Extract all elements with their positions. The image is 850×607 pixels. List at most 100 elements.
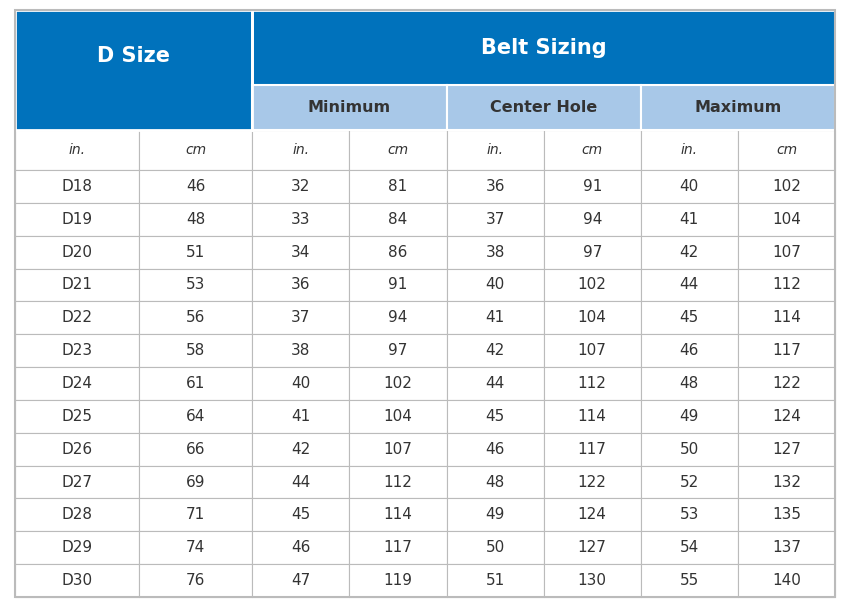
Text: 132: 132 [772, 475, 801, 489]
Text: 49: 49 [680, 409, 699, 424]
Text: 127: 127 [578, 540, 607, 555]
Text: 86: 86 [388, 245, 408, 260]
Text: 40: 40 [485, 277, 505, 293]
Bar [139, 170, 252, 203]
Bar [15, 433, 139, 466]
Bar [738, 367, 835, 400]
Text: 84: 84 [388, 212, 408, 227]
Bar [15, 564, 139, 597]
Bar [252, 268, 349, 302]
Bar [349, 498, 446, 531]
Bar [544, 203, 641, 236]
Text: 124: 124 [578, 507, 607, 523]
Text: 102: 102 [578, 277, 607, 293]
Text: Maximum: Maximum [694, 100, 781, 115]
Bar [738, 433, 835, 466]
Text: D27: D27 [61, 475, 93, 489]
Text: Center Hole: Center Hole [490, 100, 598, 115]
Text: cm: cm [581, 143, 603, 157]
Text: 97: 97 [388, 343, 408, 358]
Bar [15, 130, 139, 170]
Text: 117: 117 [383, 540, 412, 555]
Bar [544, 367, 641, 400]
Text: 102: 102 [772, 179, 801, 194]
Bar [139, 466, 252, 498]
Bar [349, 170, 446, 203]
Text: 34: 34 [292, 245, 310, 260]
Bar [139, 367, 252, 400]
Text: 117: 117 [578, 442, 607, 456]
Bar [15, 236, 139, 268]
Text: in.: in. [69, 143, 86, 157]
Text: 42: 42 [292, 442, 310, 456]
Bar [641, 433, 738, 466]
Bar [544, 531, 641, 564]
Bar [252, 531, 349, 564]
Bar [252, 433, 349, 466]
Bar [446, 531, 544, 564]
Text: 122: 122 [772, 376, 801, 391]
Text: 117: 117 [772, 343, 801, 358]
Bar [446, 85, 641, 130]
Text: 97: 97 [582, 245, 602, 260]
Bar [446, 203, 544, 236]
Text: 48: 48 [186, 212, 206, 227]
Text: D28: D28 [61, 507, 93, 523]
Text: 107: 107 [578, 343, 607, 358]
Bar [252, 170, 349, 203]
Bar [544, 334, 641, 367]
Bar [15, 400, 139, 433]
Text: 50: 50 [485, 540, 505, 555]
Text: 102: 102 [383, 376, 412, 391]
Text: 45: 45 [292, 507, 310, 523]
Text: D23: D23 [61, 343, 93, 358]
Text: D29: D29 [61, 540, 93, 555]
Bar [641, 564, 738, 597]
Text: 52: 52 [680, 475, 699, 489]
Bar [446, 130, 544, 170]
Bar [641, 85, 835, 130]
Text: 104: 104 [383, 409, 412, 424]
Bar [641, 334, 738, 367]
Text: 47: 47 [292, 573, 310, 588]
Bar [139, 302, 252, 334]
Bar [738, 466, 835, 498]
Text: in.: in. [681, 143, 698, 157]
Text: 54: 54 [680, 540, 699, 555]
Bar [641, 170, 738, 203]
Bar [349, 466, 446, 498]
Text: 61: 61 [186, 376, 206, 391]
Bar [446, 334, 544, 367]
Bar [738, 498, 835, 531]
Bar [15, 170, 139, 203]
Text: cm: cm [388, 143, 409, 157]
Bar [641, 400, 738, 433]
Text: D21: D21 [61, 277, 93, 293]
Text: 119: 119 [383, 573, 412, 588]
Text: 46: 46 [485, 442, 505, 456]
Bar [252, 564, 349, 597]
Bar [252, 203, 349, 236]
Bar [139, 236, 252, 268]
Text: 36: 36 [485, 179, 505, 194]
Bar [349, 130, 446, 170]
Text: in.: in. [487, 143, 504, 157]
Bar [446, 400, 544, 433]
Bar [252, 466, 349, 498]
Text: D25: D25 [61, 409, 93, 424]
Text: 36: 36 [292, 277, 310, 293]
Bar [349, 302, 446, 334]
Bar [738, 268, 835, 302]
Text: 124: 124 [772, 409, 801, 424]
Text: 40: 40 [680, 179, 699, 194]
Bar [15, 531, 139, 564]
Text: 112: 112 [383, 475, 412, 489]
Text: 37: 37 [292, 310, 310, 325]
Text: 46: 46 [186, 179, 206, 194]
Bar [252, 400, 349, 433]
Bar [641, 466, 738, 498]
Text: D22: D22 [61, 310, 93, 325]
Bar [252, 302, 349, 334]
Text: Belt Sizing: Belt Sizing [481, 38, 607, 58]
Text: 114: 114 [383, 507, 412, 523]
